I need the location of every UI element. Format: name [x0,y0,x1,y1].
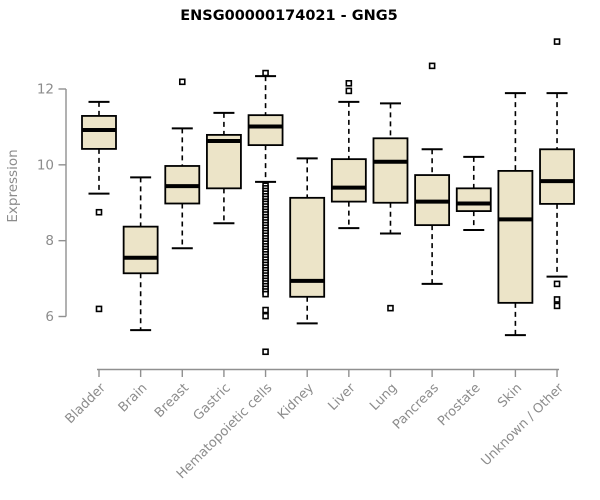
box-iqr [206,133,242,190]
box-iqr [122,225,159,275]
x-tick-label: Liver [326,380,360,414]
outlier-point [553,296,561,303]
outlier-point [262,306,269,314]
outlier-point [553,302,561,310]
outlier-point [262,290,269,298]
outlier-point [178,78,186,86]
outlier-point [345,80,353,87]
box-iqr [81,115,117,150]
y-tick-label: 6 [45,309,54,325]
outlier-point [553,280,561,288]
x-tick-label: Prostate [435,381,483,429]
outlier-point [345,87,353,95]
x-tick-label: Lung [367,381,400,414]
x-tick-label: Breast [152,381,192,421]
y-axis-title: Expression [5,149,21,222]
y-tick-label: 8 [45,233,54,249]
outlier-point [95,305,103,313]
outlier-point [95,208,103,216]
outlier-point [262,348,269,356]
outlier-point [387,304,394,312]
x-tick-label: Kidney [275,381,317,423]
box-iqr [330,158,367,203]
y-tick-label: 10 [37,157,54,173]
outlier-point [428,62,436,70]
x-tick-label: Pancreas [390,381,442,433]
x-tick-label: Skin [495,381,525,411]
outlier-point [262,312,269,320]
box-iqr [497,169,534,304]
outlier-point [262,69,269,77]
outlier-point [553,38,561,45]
box-iqr [455,187,492,212]
box-iqr [372,137,409,204]
y-tick-label: 12 [37,81,54,97]
x-tick-label: Brain [116,381,151,416]
x-tick-label: Bladder [63,380,110,427]
box-iqr [539,148,575,205]
box-iqr [247,114,284,147]
chart-title: ENSG00000174021 - GNG5 [180,8,398,24]
